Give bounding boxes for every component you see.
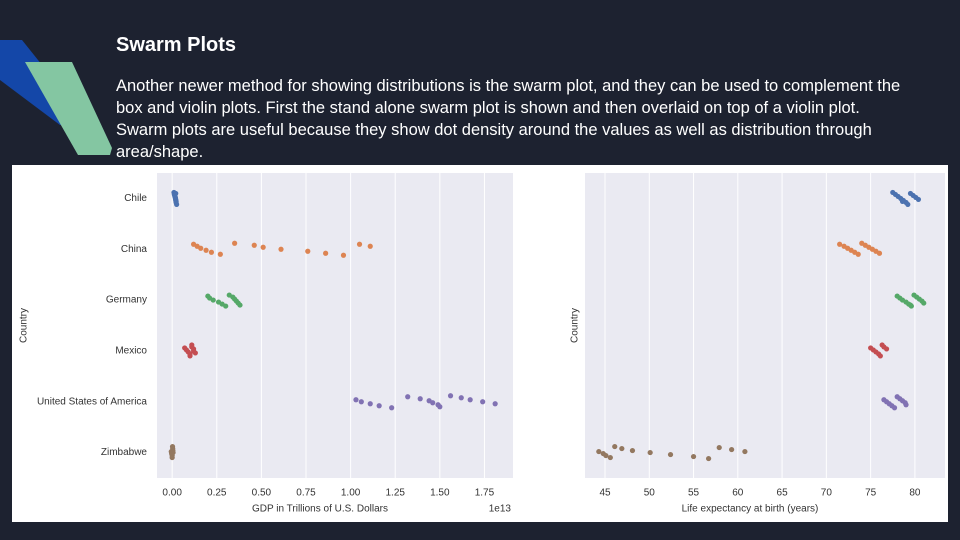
dot bbox=[251, 242, 257, 248]
dot bbox=[278, 246, 284, 252]
plot-area bbox=[585, 173, 945, 478]
x-tick-label: 75 bbox=[865, 488, 877, 499]
dot bbox=[367, 243, 373, 249]
dot bbox=[883, 346, 890, 352]
dot bbox=[389, 405, 395, 411]
x-tick-label: 50 bbox=[644, 488, 656, 499]
dot bbox=[596, 448, 602, 455]
dot bbox=[210, 297, 216, 303]
x-tick-label: 45 bbox=[599, 488, 611, 499]
dot bbox=[467, 397, 473, 403]
dot bbox=[187, 353, 193, 359]
dot bbox=[169, 454, 175, 461]
dot bbox=[480, 399, 486, 405]
dot bbox=[647, 449, 653, 456]
dot bbox=[430, 400, 436, 406]
dot bbox=[458, 395, 464, 401]
dot bbox=[907, 302, 914, 308]
dot bbox=[203, 247, 209, 253]
dot bbox=[837, 241, 843, 247]
y-tick-label: United States of America bbox=[37, 396, 147, 407]
dot bbox=[232, 240, 238, 246]
y-axis-label: Country bbox=[19, 308, 30, 343]
dot bbox=[192, 350, 198, 356]
x-tick-label: 1.00 bbox=[341, 488, 361, 499]
plot-area bbox=[157, 173, 513, 478]
dot bbox=[340, 252, 347, 258]
deco-green bbox=[25, 62, 112, 155]
x-axis-label: Life expectancy at birth (years) bbox=[682, 504, 819, 515]
dot bbox=[855, 251, 861, 257]
x-tick-label: 80 bbox=[909, 488, 921, 499]
x-tick-label: 60 bbox=[732, 488, 744, 499]
dot bbox=[905, 201, 911, 208]
y-tick-label: China bbox=[121, 244, 148, 255]
dot bbox=[417, 396, 423, 402]
x-tick-label: 1.25 bbox=[385, 488, 405, 499]
dot bbox=[223, 303, 229, 309]
dot bbox=[607, 454, 613, 461]
dot bbox=[376, 403, 382, 409]
dot bbox=[447, 393, 454, 399]
dot bbox=[356, 241, 363, 247]
dot bbox=[358, 399, 364, 405]
x-axis-label: GDP in Trillions of U.S. Dollars bbox=[252, 504, 388, 515]
dot bbox=[742, 448, 748, 455]
y-tick-label: Chile bbox=[124, 193, 147, 204]
dot bbox=[217, 251, 223, 257]
dot bbox=[690, 453, 697, 460]
y-tick-label: Mexico bbox=[115, 346, 147, 357]
dot bbox=[877, 353, 883, 359]
x-tick-label: 70 bbox=[821, 488, 833, 499]
x-tick-label: 55 bbox=[688, 488, 700, 499]
dot bbox=[667, 451, 674, 458]
dot bbox=[405, 394, 411, 400]
dot bbox=[903, 402, 909, 408]
dot bbox=[876, 250, 883, 256]
dot bbox=[619, 445, 625, 452]
x-tick-label: 0.25 bbox=[207, 488, 227, 499]
dot bbox=[173, 198, 179, 205]
y-tick-label: Zimbabwe bbox=[101, 447, 148, 458]
x-tick-label: 0.50 bbox=[252, 488, 272, 499]
dot bbox=[921, 300, 927, 306]
x-tick-label: 0.75 bbox=[296, 488, 316, 499]
dot bbox=[260, 244, 266, 250]
dot bbox=[706, 455, 712, 462]
slide-body: Another newer method for showing distrib… bbox=[116, 77, 901, 161]
dot bbox=[437, 404, 443, 410]
x-tick-label: 0.00 bbox=[162, 488, 182, 499]
y-tick-label: Germany bbox=[106, 295, 147, 306]
dot bbox=[629, 447, 636, 454]
x-tick-label: 1.75 bbox=[475, 488, 495, 499]
dot bbox=[899, 198, 906, 205]
dot bbox=[237, 302, 243, 308]
y-axis-label: Country bbox=[570, 308, 581, 343]
x-tick-label: 65 bbox=[777, 488, 789, 499]
dot bbox=[612, 443, 618, 450]
dot bbox=[729, 446, 735, 453]
x-tick-label: 1.50 bbox=[430, 488, 450, 499]
dot bbox=[603, 452, 609, 459]
dot bbox=[492, 401, 498, 407]
dot bbox=[170, 449, 176, 456]
dot bbox=[367, 401, 373, 407]
slide-title: Swarm Plots bbox=[116, 34, 237, 56]
dot bbox=[915, 196, 922, 203]
dot bbox=[891, 405, 898, 411]
dot bbox=[716, 444, 722, 451]
dot bbox=[323, 250, 329, 256]
offset-label: 1e13 bbox=[489, 504, 512, 515]
dot bbox=[198, 245, 204, 251]
dot bbox=[305, 248, 311, 254]
dot bbox=[353, 397, 359, 403]
dot bbox=[208, 249, 215, 255]
